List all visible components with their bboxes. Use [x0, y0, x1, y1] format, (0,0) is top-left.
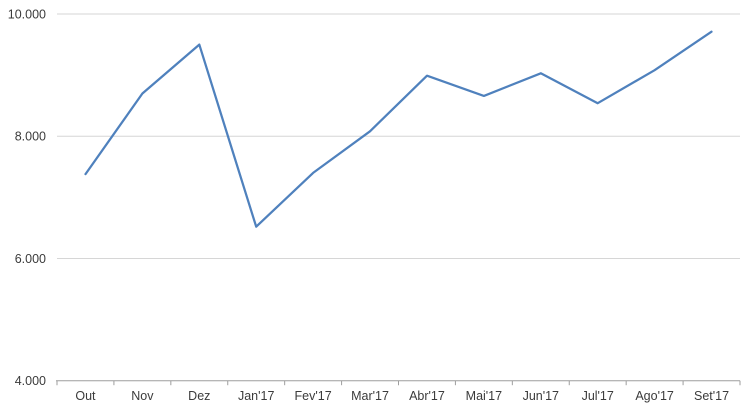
x-axis-tick-label: Out [75, 389, 96, 403]
x-axis-tick-label: Set'17 [694, 389, 729, 403]
data-series-line [84, 30, 713, 228]
x-axis-tick-label: Jul'17 [582, 389, 614, 403]
y-axis-tick-label: 4.000 [15, 374, 46, 388]
y-axis-tick-label: 10.000 [8, 8, 46, 22]
x-axis-tick-label: Mar'17 [351, 389, 389, 403]
x-axis-tick-label: Dez [188, 389, 210, 403]
x-axis-tick-label: Mai'17 [466, 389, 502, 403]
y-axis-tick-label: 8.000 [15, 130, 46, 144]
x-axis-tick-label: Abr'17 [409, 389, 445, 403]
x-axis-tick-label: Jun'17 [523, 389, 559, 403]
x-axis-tick-label: Jan'17 [238, 389, 274, 403]
x-axis-tick-label: Nov [131, 389, 154, 403]
x-axis-tick-label: Fev'17 [295, 389, 332, 403]
x-axis-tick-label: Ago'17 [635, 389, 674, 403]
y-axis-tick-label: 6.000 [15, 252, 46, 266]
